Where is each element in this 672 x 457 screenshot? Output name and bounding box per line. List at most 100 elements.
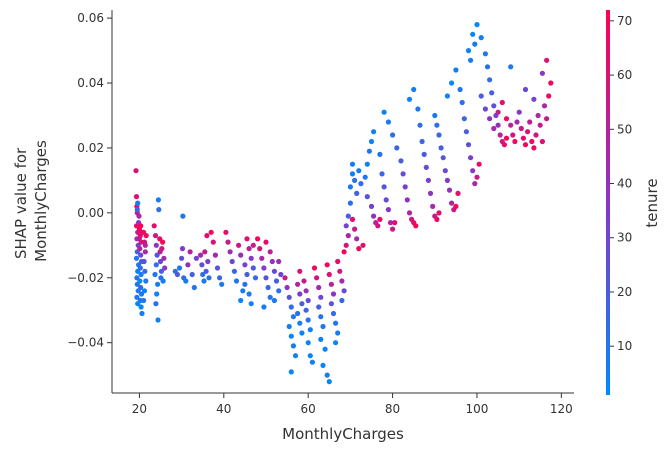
scatter-point [288,304,294,310]
scatter-point [345,213,351,219]
scatter-point [134,294,140,300]
scatter-point [238,297,244,304]
scatter-point [383,197,389,203]
scatter-point [212,252,218,258]
scatter-point [472,181,478,187]
scatter-point [191,284,197,291]
scatter-point [503,135,510,141]
scatter-point [470,168,476,174]
scatter-point [231,268,237,274]
scatter-point [390,226,396,232]
scatter-point [318,294,324,300]
scatter-point [544,116,550,122]
scatter-point [381,109,387,115]
scatter-point [371,129,377,135]
scatter-point [273,278,280,284]
scatter-point [143,233,149,239]
scatter-point [324,372,330,378]
scatter-point [142,242,148,248]
scatter-point [271,268,277,274]
colorbar-tick-label: 70 [617,14,632,28]
scatter-point [330,291,337,297]
scatter-point [339,278,345,284]
scatter-point [449,200,455,206]
scatter-points [133,22,554,385]
scatter-point [491,103,497,109]
scatter-point [522,86,529,93]
scatter-point [295,281,301,287]
scatter-point [138,271,144,278]
scatter-point [453,203,459,209]
scatter-point [133,255,140,261]
scatter-point [516,109,522,115]
scatter-point [352,226,358,232]
scatter-point [472,41,478,47]
scatter-point [411,86,417,93]
scatter-point [522,142,529,148]
scatter-point [489,90,495,96]
scatter-point [297,320,303,326]
scatter-point [531,96,537,102]
scatter-point [153,242,159,248]
scatter-point [141,288,148,294]
scatter-point [203,268,209,274]
scatter-point [276,258,282,265]
scatter-point [314,275,320,281]
scatter-point [423,164,429,170]
scatter-point [512,138,518,145]
colorbar-tick-label: 40 [617,177,632,191]
scatter-point [267,249,273,255]
scatter-point [425,177,431,183]
scatter-point [142,249,148,255]
scatter-point [508,122,514,128]
scatter-point [461,116,467,122]
colorbar-ticks: 10 20 30 40 50 60 70 [610,14,632,353]
scatter-point [347,200,353,206]
scatter-point [349,171,356,177]
scatter-point [398,158,404,164]
scatter-point [465,142,472,148]
colorbar-tick-label: 20 [617,285,632,299]
scatter-point [436,210,442,216]
scatter-point [438,145,444,151]
scatter-point [548,80,554,86]
scatter-point [187,249,193,255]
scatter-point [290,314,296,320]
scatter-point [152,233,159,239]
scatter-point [379,171,385,177]
scatter-point [320,362,326,368]
scatter-point [455,190,461,196]
scatter-point [468,155,474,161]
x-tick-label: 80 [385,402,400,416]
scatter-point [371,213,377,219]
scatter-point [430,203,436,209]
scatter-point [362,174,368,180]
x-tick-label: 40 [216,402,231,416]
scatter-point [390,132,396,138]
scatter-point [141,258,147,265]
scatter-point [364,194,370,200]
scatter-point [199,262,205,268]
scatter-point [392,220,398,226]
scatter-point [385,207,391,213]
scatter-point [202,249,208,255]
scatter-point [290,343,296,349]
scatter-point [238,252,244,258]
scatter-point [214,265,221,271]
scatter-point [501,142,507,148]
scatter-point [387,220,394,226]
scatter-point [499,99,505,106]
scatter-point [189,271,195,278]
scatter-point [305,317,311,323]
scatter-point [356,168,362,174]
y-tick-label: 0.06 [77,11,104,25]
scatter-point [248,301,254,307]
scatter-point [138,304,144,310]
x-axis-label: MonthlyCharges [282,425,404,443]
scatter-point [491,125,497,132]
scatter-point [508,64,514,70]
scatter-point [381,184,387,190]
scatter-point [204,233,210,239]
scatter-point [404,197,410,203]
scatter-point [179,255,185,261]
